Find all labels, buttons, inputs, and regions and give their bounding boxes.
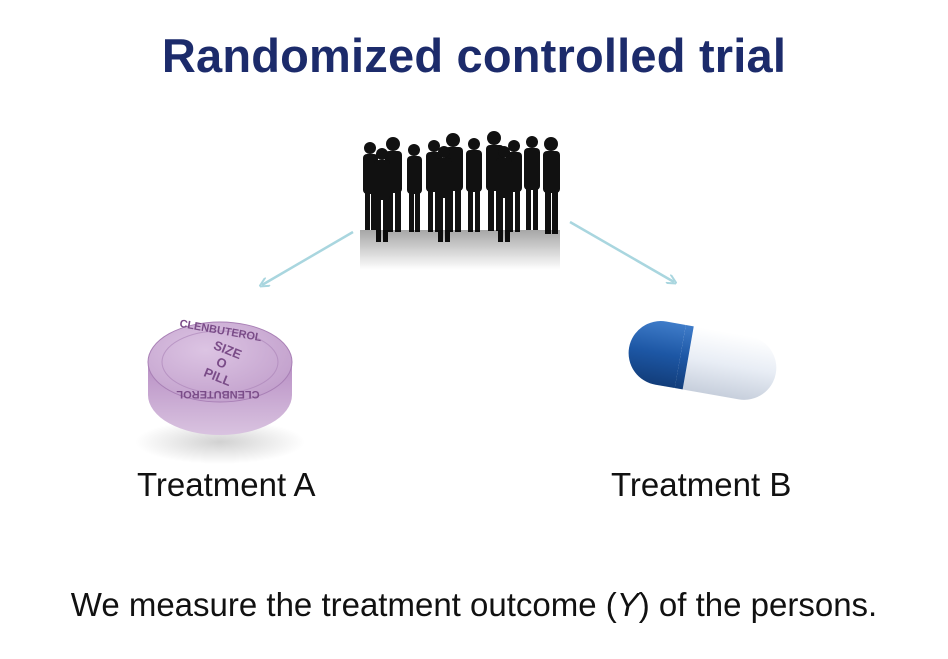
arrow-to-treatment-b (569, 220, 674, 282)
treatment-b-label: Treatment B (611, 466, 792, 503)
group-of-people-icon (360, 131, 560, 270)
caption-text-before: We measure the treatment outcome ( (70, 586, 617, 623)
caption-text-after: ) of the persons. (638, 586, 878, 623)
svg-text:CLENBUTEROL: CLENBUTEROL (176, 388, 259, 400)
treatment-a-label: Treatment A (137, 466, 316, 503)
slide-title: Randomized controlled trial (161, 29, 787, 82)
capsule-pill-icon (628, 321, 777, 400)
outcome-variable: Y (616, 586, 639, 623)
slide-caption: We measure the treatment outcome (Y) of … (0, 586, 948, 624)
tablet-pill-icon: CLENBUTEROL SIZE O PILL CLENBUTEROL (135, 318, 305, 464)
